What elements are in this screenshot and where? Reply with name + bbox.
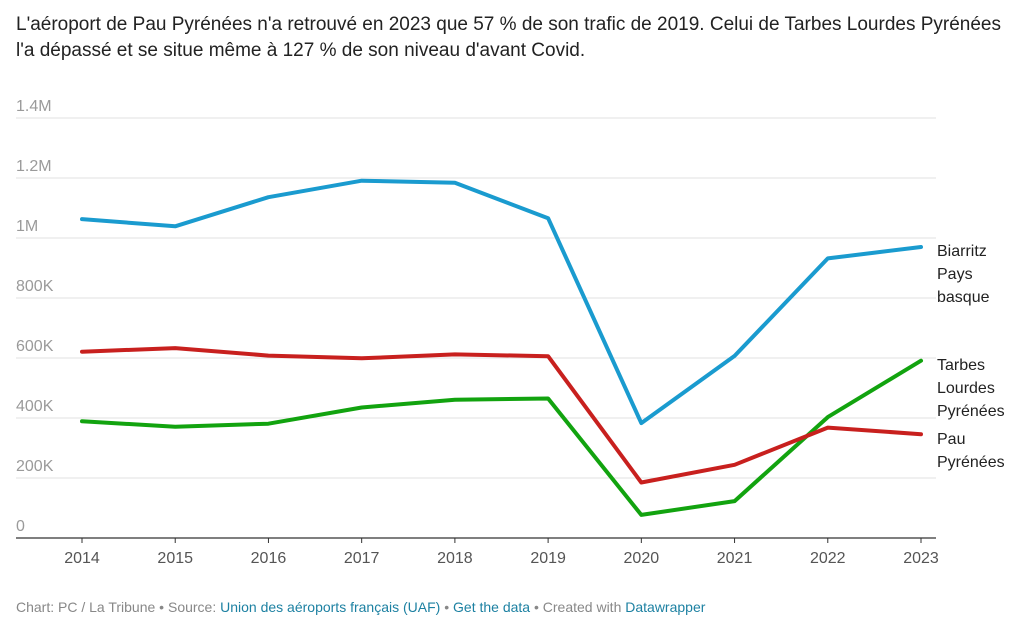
y-tick-label: 1M xyxy=(16,218,38,235)
datawrapper-link[interactable]: Datawrapper xyxy=(625,599,706,615)
get-the-data-link[interactable]: Get the data xyxy=(453,599,531,615)
y-tick-label: 800K xyxy=(16,278,54,295)
series-line-tarbes-lourdes-pyr-n-es xyxy=(80,358,923,517)
footer-separator: • xyxy=(440,599,454,615)
chart-title: L'aéroport de Pau Pyrénées n'a retrouvé … xyxy=(16,14,1002,61)
x-tick-label: 2016 xyxy=(251,550,287,567)
chart-footer: Chart: PC / La Tribune • Source: Union d… xyxy=(16,599,705,615)
x-tick-label: 2020 xyxy=(624,550,660,567)
y-tick-label: 1.2M xyxy=(16,158,52,175)
footer-separator: • Created with xyxy=(530,599,626,615)
x-tick-label: 2019 xyxy=(530,550,566,567)
y-tick-label: 0 xyxy=(16,518,25,535)
footer-credit: Chart: PC / La Tribune xyxy=(16,599,156,615)
y-tick-label: 400K xyxy=(16,398,54,415)
source-link[interactable]: Union des aéroports français (UAF) xyxy=(220,599,441,615)
grid-lines xyxy=(16,117,936,539)
x-tick-label: 2014 xyxy=(64,550,100,567)
series-lines xyxy=(80,178,923,517)
x-tick-label: 2022 xyxy=(810,550,846,567)
series-label-biarritz-pays-basque: Biarritz Pays basque xyxy=(937,243,990,306)
series-label-pau-pyr-n-es: Pau Pyrénées xyxy=(937,431,1005,471)
x-tick-label: 2018 xyxy=(437,550,473,567)
x-axis-ticks: 2014 2015 2016 2017 2018 2019 2020 2021 2022 2023 xyxy=(64,538,939,567)
series-labels: Biarritz Pays basque Tarbes Lourdes Pyrénées P… xyxy=(937,243,1005,471)
series-line-pau-pyr-n-es xyxy=(80,346,923,485)
x-tick-label: 2023 xyxy=(903,550,939,567)
y-tick-label: 600K xyxy=(16,338,54,355)
x-tick-label: 2021 xyxy=(717,550,753,567)
series-line-biarritz-pays-basque xyxy=(80,178,923,426)
y-axis-ticks: 0 200K 400K 600K 800K 1M 1.2M 1.4M xyxy=(16,98,54,535)
y-tick-label: 200K xyxy=(16,458,54,475)
y-tick-label: 1.4M xyxy=(16,98,52,115)
footer-separator: • Source: xyxy=(155,599,221,615)
series-label-tarbes-lourdes-pyr-n-es: Tarbes Lourdes Pyrénées xyxy=(937,357,1005,420)
x-tick-label: 2017 xyxy=(344,550,380,567)
x-tick-label: 2015 xyxy=(157,550,193,567)
